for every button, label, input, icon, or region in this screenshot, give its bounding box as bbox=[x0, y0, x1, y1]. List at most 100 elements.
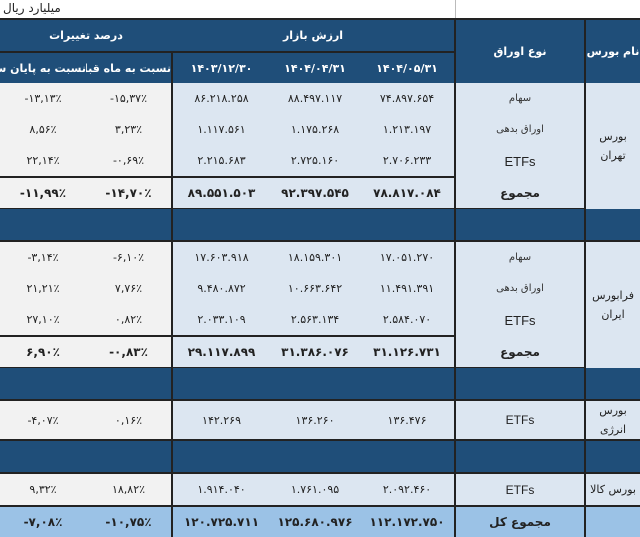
header-change-pct: درصد تغییرات bbox=[0, 20, 172, 53]
change-vs-prev-month: -۱۵,۳۷٪ bbox=[86, 83, 173, 114]
value-1404-04-31: ۱۳۶.۲۶۰ bbox=[270, 400, 361, 441]
change-vs-prev-month: ۳,۲۳٪ bbox=[86, 114, 173, 145]
value-1404-05-31: ۱.۲۱۳.۱۹۷ bbox=[360, 114, 456, 145]
change-vs-prev-year-end: ۲۷,۱۰٪ bbox=[0, 304, 86, 336]
value-1404-05-31: ۳۱.۱۲۶.۷۳۱ bbox=[360, 335, 456, 368]
value-1403-12-30: ۲.۰۳۳.۱۰۹ bbox=[172, 304, 271, 336]
divider bbox=[455, 0, 456, 18]
value-1404-04-31: ۸۸.۴۹۷.۱۱۷ bbox=[270, 83, 361, 114]
table-row: بورس انرژی ETFs ۱۳۶.۴۷۶ ۱۳۶.۲۶۰ ۱۴۲.۲۶۹ ۰,۱۶٪… bbox=[0, 400, 640, 441]
separator-cell bbox=[270, 208, 361, 242]
unit-title: میلیارد ریال bbox=[3, 1, 61, 15]
change-vs-prev-year-end: -۷,۰۸٪ bbox=[0, 506, 86, 537]
separator-cell bbox=[584, 208, 640, 242]
change-vs-prev-year-end: ۹,۳۲٪ bbox=[0, 473, 86, 507]
change-vs-prev-year-end: -۱۱,۹۹٪ bbox=[0, 176, 86, 209]
security-type: اوراق بدهی bbox=[454, 114, 586, 145]
value-1404-04-31: ۳۱.۳۸۶.۰۷۶ bbox=[270, 335, 361, 368]
total-row: مجموع ۷۸.۸۱۷.۰۸۴ ۹۲.۳۹۷.۵۴۵ ۸۹.۵۵۱.۵۰۳ -۱۴,۷… bbox=[0, 176, 640, 209]
table-row: اوراق بدهی ۱.۲۱۳.۱۹۷ ۱.۱۷۵.۲۶۸ ۱.۱۱۷.۵۶۱ ۳,۲… bbox=[0, 114, 640, 145]
value-1403-12-30: ۹.۴۸۰.۸۷۲ bbox=[172, 273, 271, 304]
value-1403-12-30: ۲.۲۱۵.۶۸۳ bbox=[172, 145, 271, 177]
grand-total-label: مجموع کل bbox=[454, 506, 586, 537]
value-1404-04-31: ۱.۱۷۵.۲۶۸ bbox=[270, 114, 361, 145]
grand-total-row: مجموع کل ۱۱۲.۱۷۲.۷۵۰ ۱۲۵.۶۸۰.۹۷۶ ۱۲۰.۷۲۵.۷۱… bbox=[0, 506, 640, 537]
table-row: ETFs ۲.۷۰۶.۲۳۳ ۲.۷۲۵.۱۶۰ ۲.۲۱۵.۶۸۳ -۰,۶۹٪ ۲۲,… bbox=[0, 145, 640, 177]
separator-cell bbox=[454, 208, 586, 242]
value-1404-05-31: ۱۷.۰۵۱.۲۷۰ bbox=[360, 241, 456, 273]
security-type: سهام bbox=[454, 241, 586, 273]
value-1403-12-30: ۱۲۰.۷۲۵.۷۱۱ bbox=[172, 506, 271, 537]
change-vs-prev-month: -۰,۸۳٪ bbox=[86, 335, 173, 368]
value-1404-04-31: ۱۰.۶۶۳.۶۴۲ bbox=[270, 273, 361, 304]
value-1404-05-31: ۱۳۶.۴۷۶ bbox=[360, 400, 456, 441]
market-value-table: نام بورس نوع اوراق ارزش بازار درصد تغییر… bbox=[0, 20, 640, 537]
change-vs-prev-month: ۱۸,۸۲٪ bbox=[86, 473, 173, 507]
exchange-name: بورس انرژی bbox=[584, 400, 640, 441]
change-vs-prev-month: -۰,۶۹٪ bbox=[86, 145, 173, 177]
value-1404-05-31: ۷۸.۸۱۷.۰۸۴ bbox=[360, 176, 456, 209]
value-1404-05-31: ۷۴.۸۹۷.۶۵۴ bbox=[360, 83, 456, 114]
table-row: ETFs ۲.۵۸۴.۰۷۰ ۲.۵۶۳.۱۳۴ ۲.۰۳۳.۱۰۹ ۰,۸۲٪ ۲۷,۱… bbox=[0, 304, 640, 336]
separator-cell bbox=[360, 440, 456, 474]
security-type: ETFs bbox=[454, 400, 586, 441]
separator-row bbox=[0, 440, 640, 474]
header-date-1: ۱۴۰۴/۰۵/۳۱ bbox=[360, 52, 456, 83]
security-type: سهام bbox=[454, 83, 586, 114]
value-1404-05-31: ۲.۰۹۲.۴۶۰ bbox=[360, 473, 456, 507]
header-date-3: ۱۴۰۳/۱۲/۳۰ bbox=[172, 52, 271, 83]
exchange-name: بورس تهران bbox=[584, 83, 640, 209]
change-vs-prev-month: ۰,۸۲٪ bbox=[86, 304, 173, 336]
separator-cell bbox=[0, 367, 86, 401]
total-label: مجموع bbox=[454, 177, 586, 209]
table-row: بورس تهران سهام ۷۴.۸۹۷.۶۵۴ ۸۸.۴۹۷.۱۱۷ ۸۶.۲۱۸… bbox=[0, 83, 640, 209]
change-vs-prev-year-end: -۴,۰۷٪ bbox=[0, 400, 86, 441]
value-1404-04-31: ۱۸.۱۵۹.۳۰۱ bbox=[270, 241, 361, 273]
change-vs-prev-year-end: ۸,۵۶٪ bbox=[0, 114, 86, 145]
value-1404-04-31: ۱.۷۶۱.۰۹۵ bbox=[270, 473, 361, 507]
security-type: ETFs bbox=[454, 473, 586, 507]
separator-cell bbox=[172, 367, 271, 401]
value-1404-05-31: ۱۱۲.۱۷۲.۷۵۰ bbox=[360, 506, 456, 537]
separator-cell bbox=[0, 208, 86, 242]
title-bar: میلیارد ریال bbox=[0, 0, 640, 20]
value-1404-05-31: ۲.۷۰۶.۲۳۳ bbox=[360, 145, 456, 177]
separator-cell bbox=[0, 440, 86, 474]
header-vs-prev-month: نسبت به ماه قبل bbox=[86, 52, 173, 83]
separator-cell bbox=[86, 367, 173, 401]
total-label: مجموع bbox=[454, 336, 586, 368]
separator-cell bbox=[360, 367, 456, 401]
change-vs-prev-month: ۷,۷۶٪ bbox=[86, 273, 173, 304]
value-1403-12-30: ۱.۱۱۷.۵۶۱ bbox=[172, 114, 271, 145]
exchange-name: بورس کالا bbox=[584, 473, 640, 507]
security-type: ETFs bbox=[454, 304, 586, 336]
header-date-2: ۱۴۰۴/۰۴/۳۱ bbox=[270, 52, 361, 83]
change-vs-prev-month: -۱۰,۷۵٪ bbox=[86, 506, 173, 537]
change-vs-prev-year-end: -۳,۱۴٪ bbox=[0, 241, 86, 273]
security-type: اوراق بدهی bbox=[454, 273, 586, 304]
exchange-name: فرابورس ایران bbox=[584, 241, 640, 368]
grand-total-exchange-cell bbox=[584, 506, 640, 537]
header-market-value: ارزش بازار bbox=[172, 20, 456, 53]
value-1404-04-31: ۲.۵۶۳.۱۳۴ bbox=[270, 304, 361, 336]
value-1404-05-31: ۱۱.۴۹۱.۳۹۱ bbox=[360, 273, 456, 304]
header-exchange: نام بورس bbox=[584, 20, 640, 83]
separator-cell bbox=[86, 440, 173, 474]
value-1403-12-30: ۱۴۲.۲۶۹ bbox=[172, 400, 271, 441]
separator-cell bbox=[86, 208, 173, 242]
value-1404-05-31: ۲.۵۸۴.۰۷۰ bbox=[360, 304, 456, 336]
separator-cell bbox=[360, 208, 456, 242]
separator-cell bbox=[270, 367, 361, 401]
table-row: بورس کالا ETFs ۲.۰۹۲.۴۶۰ ۱.۷۶۱.۰۹۵ ۱.۹۱۴.۰۴۰… bbox=[0, 473, 640, 507]
value-1404-04-31: ۱۲۵.۶۸۰.۹۷۶ bbox=[270, 506, 361, 537]
change-vs-prev-month: -۱۴,۷۰٪ bbox=[86, 176, 173, 209]
separator-row bbox=[0, 208, 640, 242]
header-type: نوع اوراق bbox=[454, 20, 586, 83]
change-vs-prev-month: -۶,۱۰٪ bbox=[86, 241, 173, 273]
change-vs-prev-year-end: ۶,۹۰٪ bbox=[0, 335, 86, 368]
separator-row bbox=[0, 367, 640, 401]
separator-cell bbox=[584, 367, 640, 401]
value-1403-12-30: ۸۶.۲۱۸.۲۵۸ bbox=[172, 83, 271, 114]
change-vs-prev-year-end: ۲۱,۲۱٪ bbox=[0, 273, 86, 304]
separator-cell bbox=[454, 367, 586, 401]
